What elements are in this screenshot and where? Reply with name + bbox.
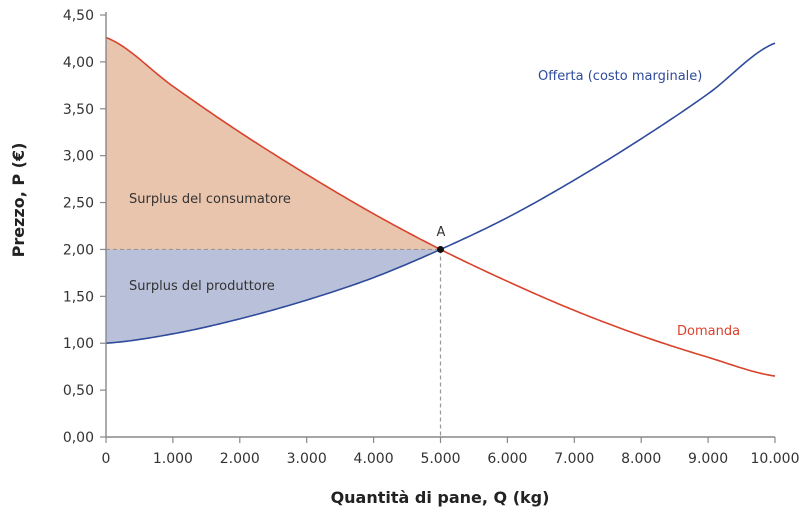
x-tick-label: 0 [102, 451, 111, 467]
y-tick-label: 0,50 [63, 383, 94, 399]
y-tick-label: 1,50 [63, 289, 94, 305]
producer-surplus-area [106, 249, 441, 344]
demand-label: Domanda [677, 324, 740, 339]
y-tick-label: 4,50 [63, 8, 94, 24]
x-tick-label: 7.000 [554, 451, 594, 467]
y-tick-label: 4,00 [63, 55, 94, 71]
producer-surplus-label: Surplus del produttore [129, 279, 275, 294]
consumer-surplus-area [106, 37, 441, 250]
y-tick-label: 2,50 [63, 196, 94, 212]
y-tick-label: 3,50 [63, 102, 94, 118]
y-tick-label: 1,00 [63, 336, 94, 352]
x-tick-label: 9.000 [688, 451, 728, 467]
x-tick-label: 1.000 [153, 451, 193, 467]
x-tick-label: 10.000 [751, 451, 800, 467]
y-tick-label: 2,00 [63, 242, 94, 258]
equilibrium-point [437, 245, 444, 253]
y-tick-label: 0,00 [63, 430, 94, 446]
x-tick-label: 8.000 [621, 451, 661, 467]
x-tick-label: 3.000 [287, 451, 327, 467]
y-tick-label: 3,00 [63, 149, 94, 165]
x-tick-label: 5.000 [420, 451, 460, 467]
supply-label: Offerta (costo marginale) [538, 69, 702, 84]
consumer-surplus-label: Surplus del consumatore [129, 192, 291, 207]
x-tick-label: 4.000 [354, 451, 394, 467]
y-axis-title: Prezzo, P (€) [9, 143, 28, 258]
x-tick-label: 6.000 [487, 451, 527, 467]
x-axis-title: Quantità di pane, Q (kg) [331, 488, 550, 507]
equilibrium-label: A [437, 225, 446, 240]
x-tick-label: 2.000 [220, 451, 260, 467]
